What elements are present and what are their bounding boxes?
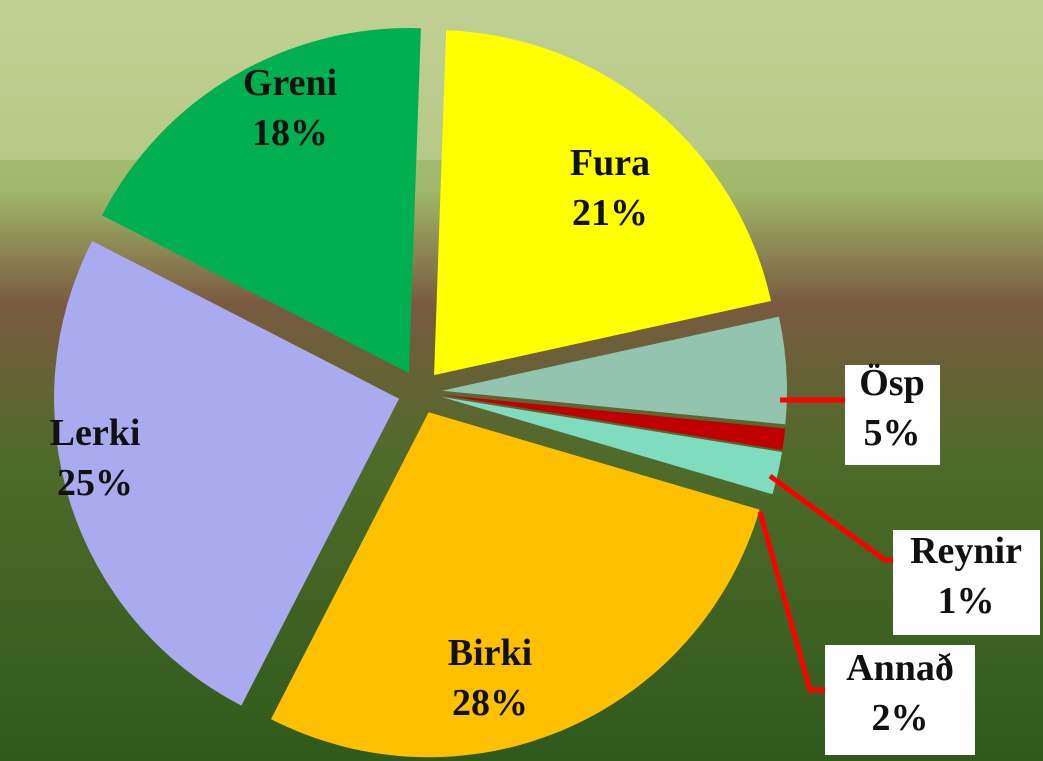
slice-value-label: 28% xyxy=(452,682,528,724)
slice-label: Greni xyxy=(243,62,337,104)
slice-value-label: 21% xyxy=(572,192,648,234)
slice-value-label: 25% xyxy=(57,462,133,504)
slice-label: Fura xyxy=(570,142,650,184)
slice-value-label: 18% xyxy=(252,112,328,154)
slice-value-label: 1% xyxy=(938,580,995,622)
chart: Fura 21% Ösp 5% Reynir 1% Annað 2% Birki 28% Lerki… xyxy=(0,0,1043,761)
slice-label: Annað xyxy=(846,647,954,689)
slice-label: Ösp xyxy=(859,362,924,404)
slice-label: Birki xyxy=(448,632,532,674)
slice-value-label: 5% xyxy=(864,412,921,454)
slice-label: Lerki xyxy=(50,412,141,454)
slice-value-label: 2% xyxy=(872,697,929,739)
slice-label: Reynir xyxy=(910,530,1022,572)
